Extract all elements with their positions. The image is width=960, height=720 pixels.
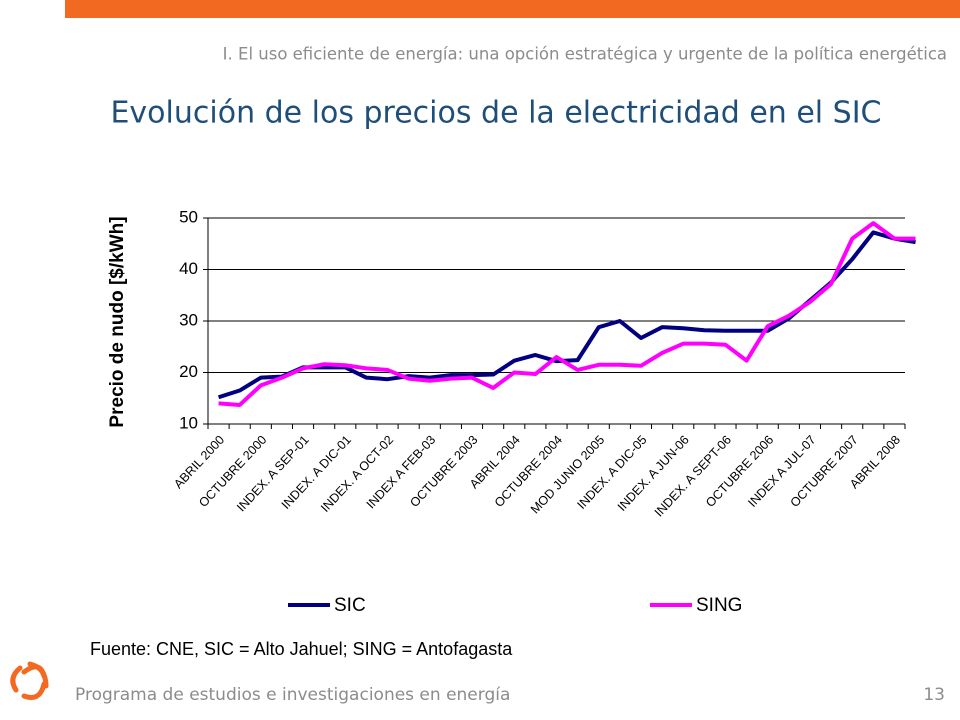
y-tick-label: 40 <box>179 259 198 278</box>
y-tick-label: 50 <box>179 207 198 226</box>
y-axis-label: Precio de nudo [$/kWh] <box>107 216 128 427</box>
series-line <box>218 221 916 407</box>
footer-program: Programa de estudios e investigaciones e… <box>75 685 510 705</box>
x-tick-label: INDEX. A OCT-02 <box>318 433 396 515</box>
legend-label: SIC <box>334 595 366 616</box>
top-bar <box>65 0 960 18</box>
legend-label: SING <box>696 595 742 616</box>
x-tick-label: INDEX. A SEP-01 <box>234 433 312 515</box>
y-tick-label: 10 <box>179 413 198 432</box>
y-tick-label: 30 <box>179 310 198 329</box>
source-note: Fuente: CNE, SIC = Alto Jahuel; SING = A… <box>90 639 513 659</box>
x-tick-label: INDEX. A JUN-06 <box>615 433 692 514</box>
x-tick-label: INDEX. A SEPT-06 <box>652 433 734 520</box>
logo <box>10 661 49 700</box>
y-tick-label: 20 <box>179 362 198 381</box>
page-number: 13 <box>923 685 945 705</box>
chart-title: Evolución de los precios de la electrici… <box>110 96 881 131</box>
x-tick-label: MOD JUNIO 2005 <box>528 433 607 517</box>
section-header: I. El uso eficiente de energía: una opci… <box>223 45 947 64</box>
